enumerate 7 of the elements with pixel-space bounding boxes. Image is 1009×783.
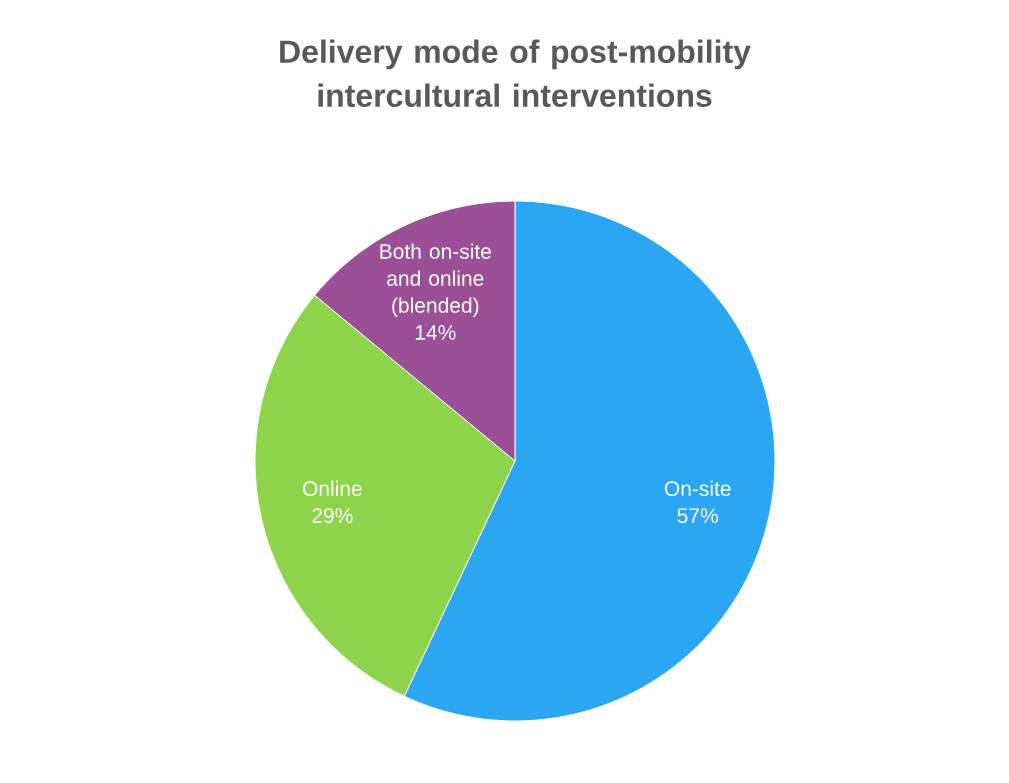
slice-label: Online: [302, 480, 362, 497]
data-label: 57%: [677, 508, 718, 524]
slice-label: Both on-site and online (blended): [380, 243, 491, 317]
data-label: 29%: [312, 508, 353, 524]
slice-label: On-site: [664, 480, 731, 497]
chart-title: Delivery mode of post-mobility intercultural interventions: [280, 39, 751, 108]
data-label: 14%: [415, 325, 456, 340]
